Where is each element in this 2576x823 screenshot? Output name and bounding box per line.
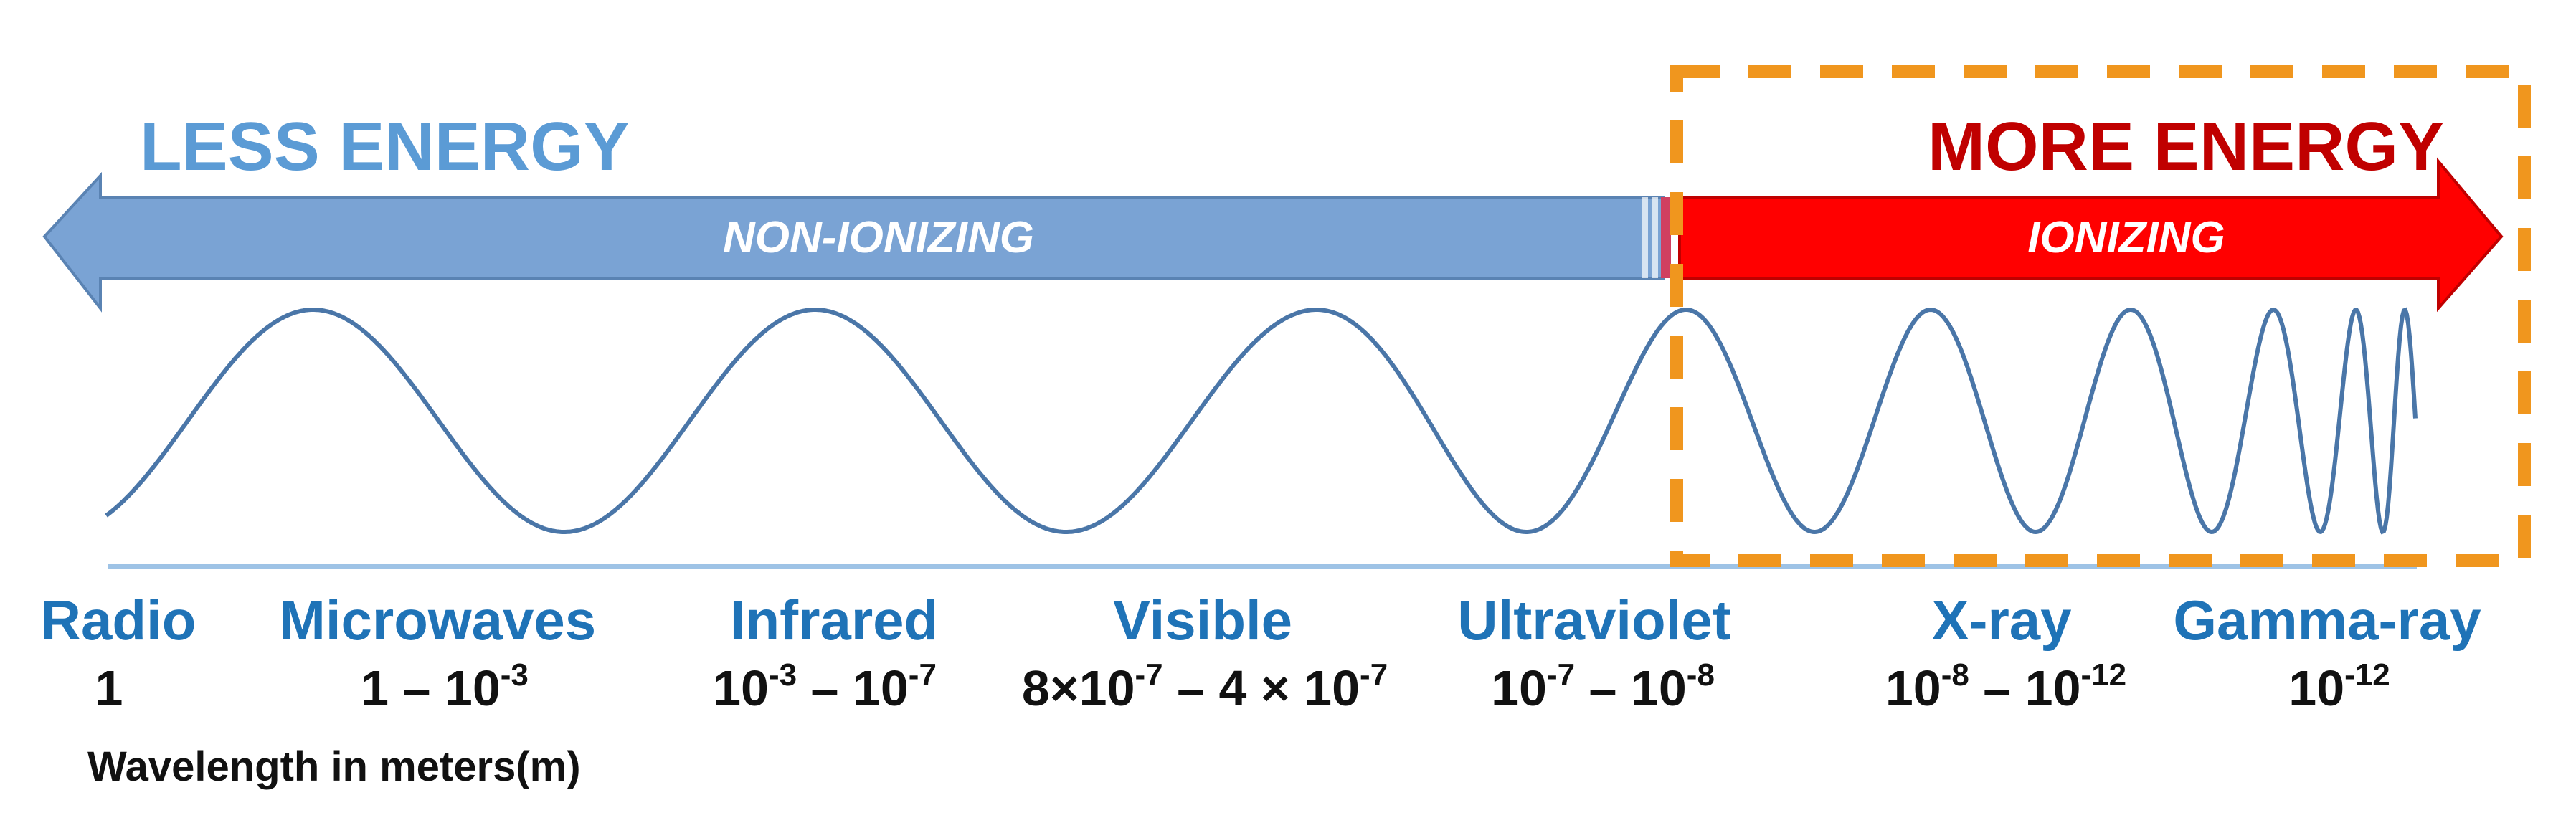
range-text: 1 – 10 — [361, 660, 501, 716]
less-energy-label: LESS ENERGY — [140, 108, 630, 185]
range-exponent: -7 — [1135, 657, 1163, 693]
band-name-x-ray: X-ray — [1931, 589, 2072, 652]
electromagnetic-wave — [105, 307, 2418, 535]
band-name-infrared: Infrared — [729, 589, 939, 652]
range-text: – 10 — [1969, 660, 2081, 716]
range-exponent: -3 — [768, 657, 797, 693]
wavelength-range-infrared: 10-3 – 10-7 — [713, 660, 937, 717]
wavelength-range-radio: 1 — [95, 660, 123, 717]
ionizing-label: IONIZING — [2027, 213, 2225, 262]
band-name-microwaves: Microwaves — [278, 589, 597, 652]
ionizing-highlight-box — [1670, 65, 2531, 567]
range-text: – 10 — [797, 660, 909, 716]
band-name-radio: Radio — [40, 589, 196, 652]
wavelength-range-ultraviolet: 10-7 – 10-8 — [1491, 660, 1715, 717]
arrow-transition-stripes — [1642, 197, 1680, 278]
range-exponent: -7 — [1360, 657, 1388, 693]
range-text: – 10 — [1575, 660, 1687, 716]
wavelength-range-microwaves: 1 – 10-3 — [361, 660, 529, 717]
range-exponent: -3 — [500, 657, 529, 693]
band-name-gamma-ray: Gamma-ray — [2173, 589, 2481, 652]
more-energy-label: MORE ENERGY — [1928, 108, 2445, 185]
wavelength-axis-caption: Wavelength in meters(m) — [87, 743, 581, 790]
range-exponent: -7 — [1546, 657, 1576, 693]
range-text: 1 — [95, 660, 123, 716]
ionizing-arrow — [1678, 157, 2504, 313]
band-name-ultraviolet: Ultraviolet — [1457, 589, 1731, 652]
wavelength-range-visible: 8×10-7 – 4 × 10-7 — [1022, 660, 1388, 717]
range-exponent: -8 — [1686, 657, 1715, 693]
range-exponent: -12 — [2080, 657, 2127, 693]
band-name-visible: Visible — [1112, 589, 1293, 652]
range-text: – 4 × 10 — [1162, 660, 1360, 716]
wavelength-range-x-ray: 10-8 – 10-12 — [1885, 660, 2126, 717]
range-text: 10 — [1491, 660, 1547, 716]
wavelength-range-gamma-ray: 10-12 — [2288, 660, 2390, 717]
range-exponent: -8 — [1941, 657, 1969, 693]
range-text: 10 — [1885, 660, 1941, 716]
non-ionizing-label: NON-IONIZING — [723, 213, 1034, 262]
non-ionizing-arrow — [42, 171, 1665, 313]
range-text: 8×10 — [1021, 660, 1135, 716]
range-exponent: -12 — [2344, 657, 2390, 693]
range-exponent: -7 — [908, 657, 937, 693]
range-text: 10 — [2288, 660, 2345, 716]
range-text: 10 — [713, 660, 769, 716]
